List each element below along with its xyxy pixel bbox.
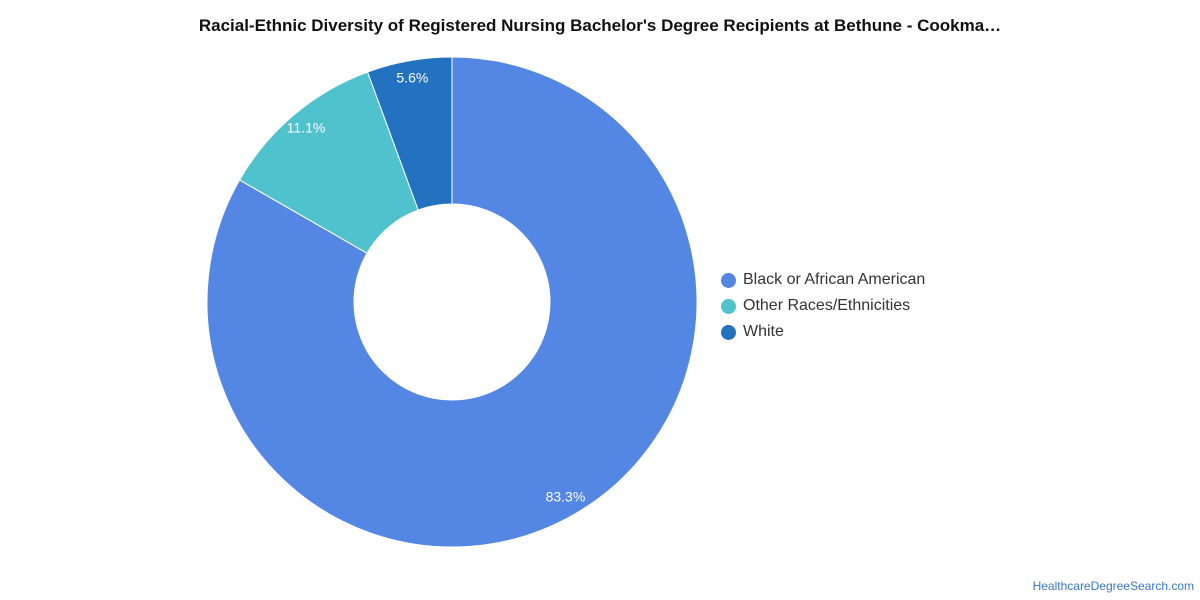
slice-white[interactable]	[366, 56, 453, 211]
slice-value-label: 83.3%	[546, 489, 586, 505]
legend-item[interactable]: Black or African American	[721, 267, 925, 293]
legend-label: White	[743, 323, 784, 340]
legend-swatch	[721, 298, 736, 314]
legend-item[interactable]: White	[721, 319, 925, 345]
legend-swatch	[721, 272, 736, 288]
legend-item[interactable]: Other Races/Ethnicities	[721, 293, 925, 319]
slice-other-races-ethnicities[interactable]	[238, 71, 419, 254]
source-watermark[interactable]: HealthcareDegreeSearch.com	[1032, 579, 1194, 593]
legend-swatch	[721, 324, 736, 340]
chart-title: Racial-Ethnic Diversity of Registered Nu…	[198, 16, 1002, 35]
legend-label: Other Races/Ethnicities	[743, 297, 911, 314]
slice-value-label: 5.6%	[396, 70, 428, 86]
chart-legend: Black or African American Other Races/Eth…	[721, 267, 925, 345]
slice-black-or-african-american[interactable]	[206, 56, 698, 548]
slice-value-label: 11.1%	[287, 120, 326, 136]
legend-label: Black or African American	[743, 271, 926, 288]
